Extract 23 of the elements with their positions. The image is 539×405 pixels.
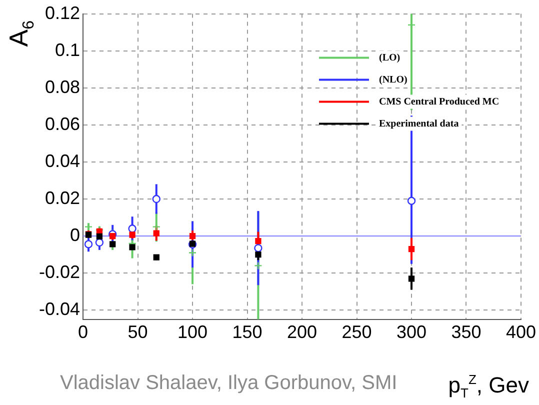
- y-tick-label: -0.04: [38, 299, 80, 320]
- y-tick-label: 0.06: [44, 114, 80, 134]
- x-tick-label: 400: [506, 322, 536, 342]
- x-tick-label: 350: [451, 322, 482, 342]
- y-tick-label: 0.12: [44, 2, 80, 23]
- y-tick-label: 0.02: [44, 188, 80, 208]
- y-tick-label: 0.08: [44, 76, 80, 97]
- x-axis-title: p$_{T}$$^{Z}$, Gev: [448, 372, 529, 401]
- legend-label: CMS Central Produced MC: [378, 96, 500, 108]
- legend-label: (NLO): [378, 74, 408, 86]
- x-tick-label: 300: [396, 322, 427, 342]
- y-tick-label: 0.1: [54, 40, 80, 60]
- x-tick-label: 250: [342, 322, 372, 342]
- x-tick-label: 100: [177, 322, 208, 342]
- y-tick-label: 0: [70, 225, 80, 246]
- y-tick-label: -0.02: [38, 262, 80, 282]
- x-tick-label: 150: [232, 322, 262, 342]
- x-tick-label: 200: [286, 322, 318, 342]
- x-tick-label: 50: [128, 322, 148, 342]
- y-tick-label: 0.04: [44, 150, 80, 171]
- legend-label: Experimental data: [378, 118, 459, 130]
- legend-label: (LO): [378, 52, 400, 64]
- text: Vladislav Shalaev, Ilya Gorbunov, SMI: [60, 372, 398, 395]
